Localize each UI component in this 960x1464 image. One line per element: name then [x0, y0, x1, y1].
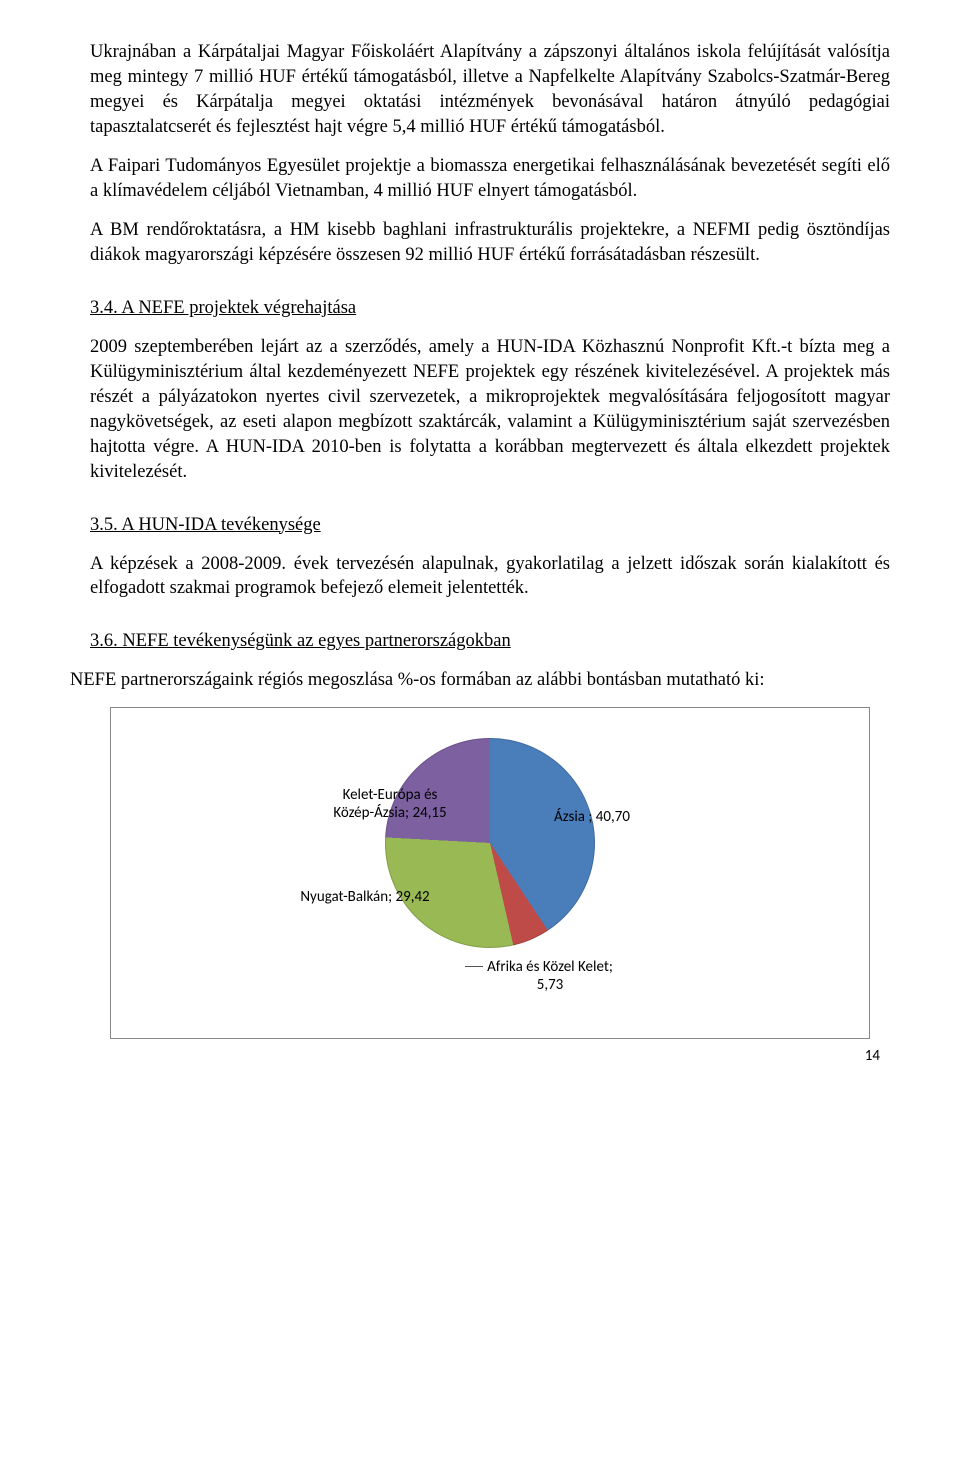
heading-3-5: 3.5. A HUN-IDA tevékenysége [90, 513, 890, 538]
page-container: Ukrajnában a Kárpátaljai Magyar Főiskolá… [0, 0, 960, 1085]
page-number: 14 [90, 1047, 890, 1065]
pie-graphic [385, 738, 595, 948]
pie-chart: Kelet-Európa és Közép-Ázsia; 24,15 Ázsia… [385, 738, 595, 948]
heading-3-6: 3.6. NEFE tevékenységünk az egyes partne… [90, 629, 890, 654]
paragraph-3-4: 2009 szeptemberében lejárt az a szerződé… [90, 335, 890, 485]
pie-label-kelet-europa: Kelet-Európa és Közép-Ázsia; 24,15 [330, 786, 450, 822]
paragraph-ukraine: Ukrajnában a Kárpátaljai Magyar Főiskolá… [90, 40, 890, 140]
pie-label-azsia: Ázsia ; 40,70 [537, 808, 647, 826]
paragraph-bm-hm: A BM rendőroktatásra, a HM kisebb baghla… [90, 218, 890, 268]
pie-chart-container: Kelet-Európa és Közép-Ázsia; 24,15 Ázsia… [110, 707, 870, 1039]
heading-3-4: 3.4. A NEFE projektek végrehajtása [90, 296, 890, 321]
paragraph-vietnam: A Faipari Tudományos Egyesület projektje… [90, 154, 890, 204]
leader-line [465, 966, 483, 967]
paragraph-3-5: A képzések a 2008-2009. évek tervezésén … [90, 552, 890, 602]
pie-label-nyugat-balkan: Nyugat-Balkán; 29,42 [300, 888, 430, 906]
pie-label-afrika: Afrika és Közel Kelet; 5,73 [480, 958, 620, 994]
chart-intro-text: NEFE partnerországaink régiós megoszlása… [70, 668, 890, 693]
